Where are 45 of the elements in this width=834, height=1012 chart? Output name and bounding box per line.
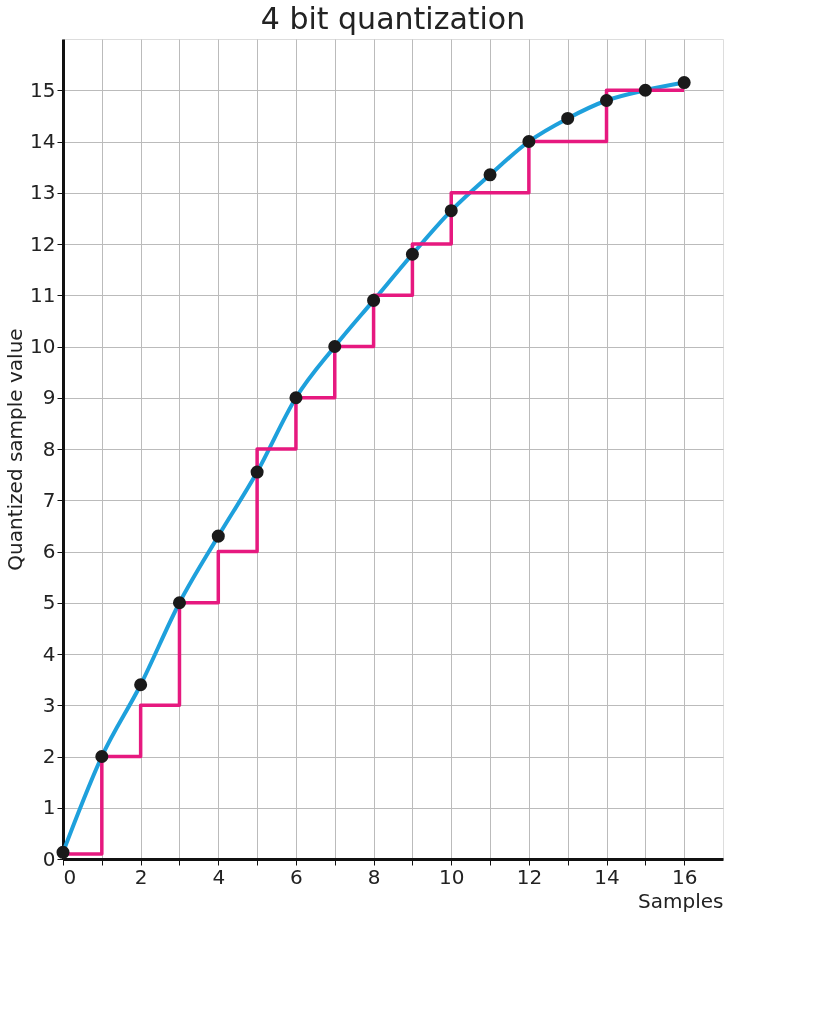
point	[250, 465, 264, 479]
y-tick-label: 0	[42, 846, 56, 871]
point	[289, 391, 303, 405]
point	[638, 83, 652, 97]
y-tick-label: 1	[42, 795, 56, 820]
point	[522, 134, 536, 149]
y-axis-title: Quantized sample value	[3, 328, 28, 571]
point	[600, 93, 614, 108]
x-tick-label: 12	[516, 864, 543, 889]
x-tick-label: 4	[212, 864, 226, 889]
point	[134, 678, 148, 692]
y-tick-label: 14	[30, 129, 56, 153]
point	[405, 247, 419, 261]
x-tick-label: 2	[134, 864, 148, 889]
y-tick-label: 3	[42, 692, 56, 717]
y-tick-label: 5	[42, 590, 56, 615]
x-tick-label: 6	[290, 864, 303, 889]
y-tick-label: 7	[42, 487, 56, 512]
y-tick-label: 15	[30, 77, 56, 102]
y-tick-label: 12	[30, 231, 56, 256]
y-tick-label: 8	[42, 436, 56, 461]
point	[56, 845, 70, 859]
y-tick-label: 9	[42, 385, 56, 410]
point	[367, 293, 381, 307]
point	[328, 339, 342, 354]
y-tick-label: 4	[42, 641, 56, 666]
chart-title: 4 bit quantization	[260, 1, 526, 36]
y-tick-label: 2	[42, 744, 56, 768]
x-axis-title: Samples	[638, 888, 724, 913]
point	[211, 529, 225, 543]
point	[561, 111, 575, 125]
x-tick-label: 8	[367, 864, 381, 889]
point	[444, 204, 458, 218]
point	[172, 596, 186, 610]
y-tick-label: 13	[30, 180, 56, 205]
point	[677, 76, 691, 90]
x-tick-label: 0	[63, 864, 77, 889]
point	[95, 749, 109, 764]
y-tick-label: 6	[42, 539, 56, 563]
x-tick-label: 10	[439, 864, 465, 889]
y-tick-label: 11	[30, 282, 56, 307]
x-tick-label: 16	[671, 864, 698, 889]
y-tick-label: 10	[30, 334, 56, 358]
x-tick-label: 14	[594, 864, 620, 889]
point	[483, 168, 497, 182]
